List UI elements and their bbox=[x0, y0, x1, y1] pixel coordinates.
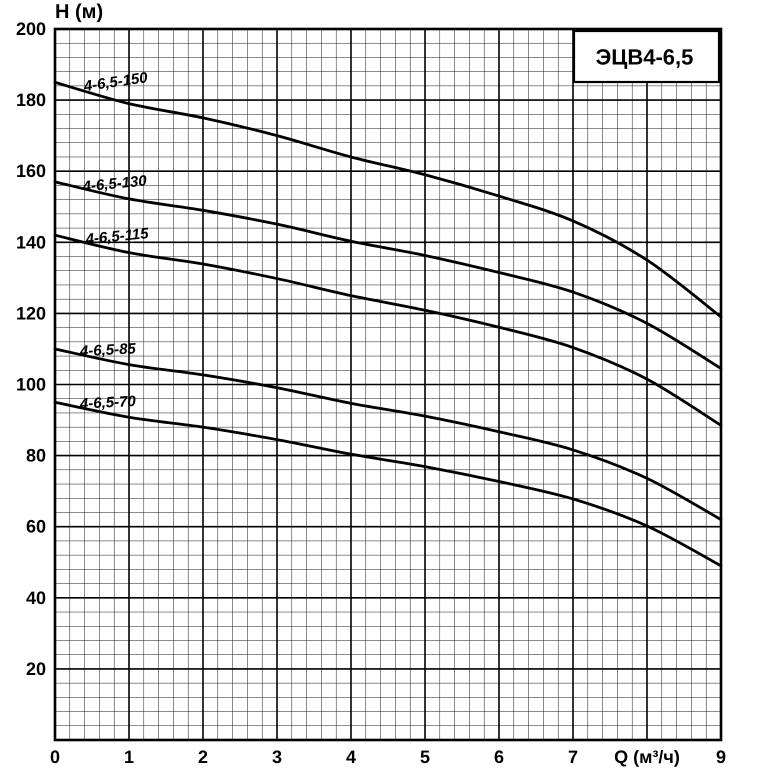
svg-text:4-6,5-115: 4-6,5-115 bbox=[84, 225, 150, 248]
svg-text:140: 140 bbox=[16, 232, 46, 252]
svg-text:4-6,5-150: 4-6,5-150 bbox=[82, 69, 150, 95]
svg-text:4-6,5-85: 4-6,5-85 bbox=[79, 340, 137, 360]
svg-text:80: 80 bbox=[26, 446, 46, 466]
svg-text:9: 9 bbox=[716, 747, 726, 767]
svg-text:2: 2 bbox=[198, 747, 208, 767]
svg-text:3: 3 bbox=[272, 747, 282, 767]
svg-text:160: 160 bbox=[16, 161, 46, 181]
svg-text:120: 120 bbox=[16, 303, 46, 323]
svg-text:100: 100 bbox=[16, 375, 46, 395]
svg-text:5: 5 bbox=[420, 747, 430, 767]
svg-text:200: 200 bbox=[16, 19, 46, 39]
svg-text:6: 6 bbox=[494, 747, 504, 767]
svg-text:4-6,5-70: 4-6,5-70 bbox=[79, 393, 137, 413]
svg-text:4-6,5-130: 4-6,5-130 bbox=[81, 172, 148, 195]
svg-text:40: 40 bbox=[26, 588, 46, 608]
svg-text:ЭЦВ4-6,5: ЭЦВ4-6,5 bbox=[596, 45, 694, 70]
svg-text:0: 0 bbox=[50, 747, 60, 767]
svg-text:180: 180 bbox=[16, 90, 46, 110]
svg-text:7: 7 bbox=[568, 747, 578, 767]
svg-text:H (м): H (м) bbox=[55, 1, 103, 23]
svg-text:60: 60 bbox=[26, 517, 46, 537]
svg-text:20: 20 bbox=[26, 659, 46, 679]
svg-text:1: 1 bbox=[124, 747, 134, 767]
svg-text:Q (м³/ч): Q (м³/ч) bbox=[614, 747, 680, 767]
svg-text:4: 4 bbox=[346, 747, 356, 767]
